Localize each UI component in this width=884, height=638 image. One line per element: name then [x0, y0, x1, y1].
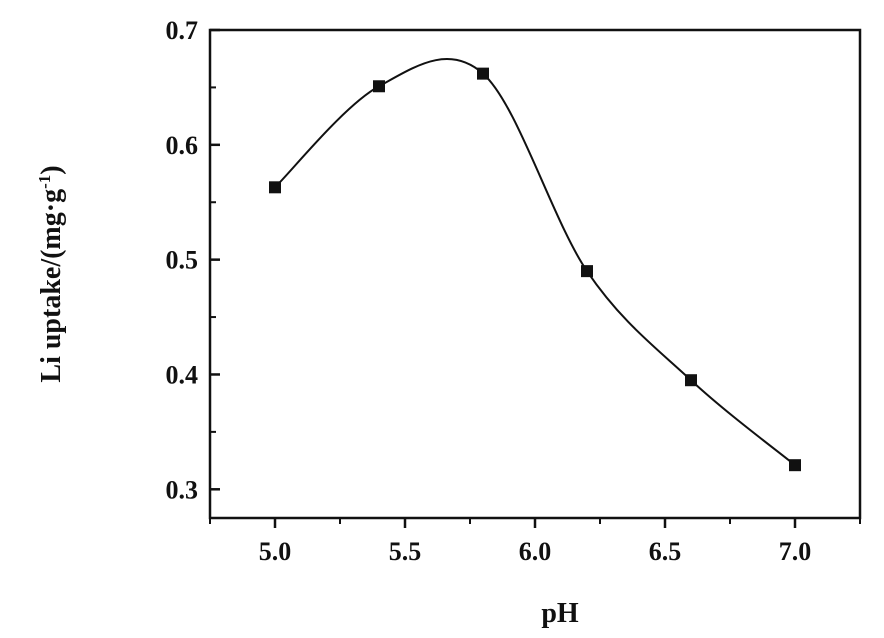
y-tick-label: 0.6 [166, 131, 199, 160]
y-axis-title-close: ) [36, 165, 67, 174]
x-axis-title: pH [541, 598, 579, 629]
y-axis-title: Li uptake/(mg·g-1) [35, 165, 67, 382]
data-point-marker [373, 80, 385, 93]
y-tick-label: 0.4 [166, 360, 199, 389]
data-point-marker [581, 265, 593, 278]
x-tick-label: 5.5 [389, 537, 422, 566]
y-axis-title-main: Li uptake/(mg·g [36, 189, 67, 383]
x-tick-label: 7.0 [779, 537, 812, 566]
data-point-marker [789, 459, 801, 472]
x-tick-label: 6.5 [649, 537, 682, 566]
x-tick-label: 6.0 [519, 537, 552, 566]
series-markers [269, 67, 801, 472]
x-axis-ticks: 5.0 5.5 6.0 6.5 7.0 [209, 518, 861, 566]
y-tick-label: 0.5 [166, 246, 199, 275]
data-point-marker [269, 181, 281, 194]
y-axis-title-superscript: -1 [35, 175, 54, 189]
plot-frame [208, 28, 862, 520]
y-tick-label: 0.3 [166, 475, 199, 504]
data-point-marker [477, 67, 489, 80]
y-tick-label: 0.7 [166, 16, 199, 45]
data-point-marker [685, 374, 697, 387]
y-axis-ticks: 0.3 0.4 0.5 0.6 0.7 [166, 16, 220, 504]
series-line [274, 58, 796, 466]
x-tick-label: 5.0 [259, 537, 292, 566]
